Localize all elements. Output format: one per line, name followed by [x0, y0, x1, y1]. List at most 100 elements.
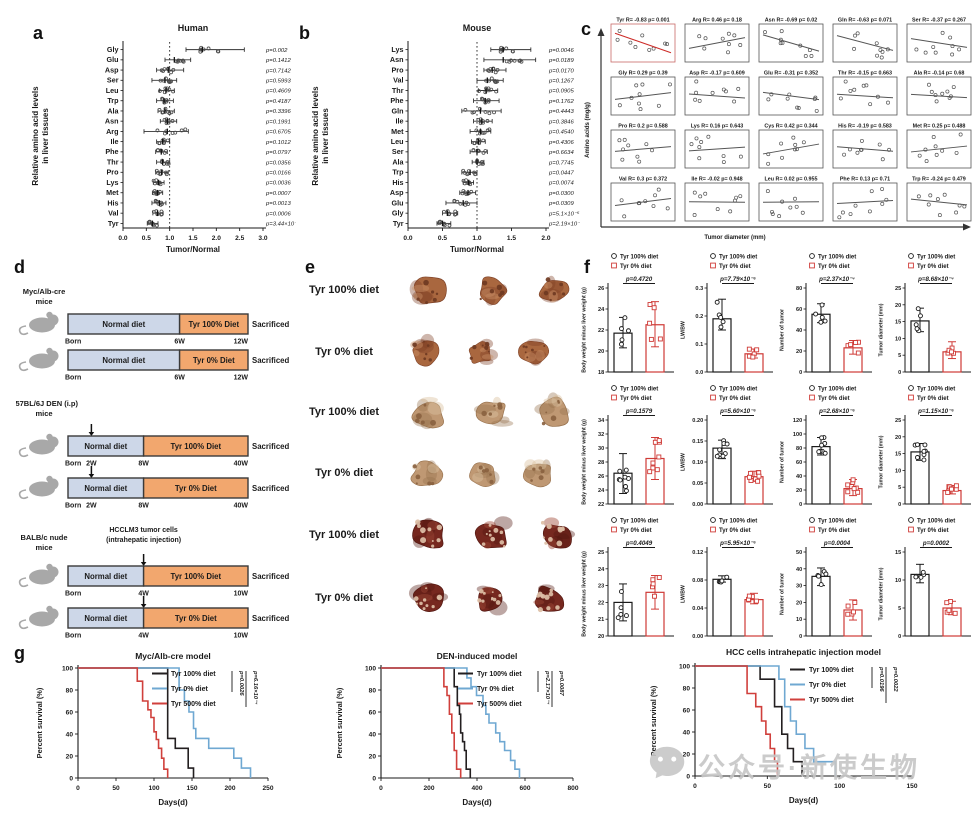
correlation-header: Trp R= -0.24 p= 0.479	[912, 177, 966, 183]
correlation-header: Met R= 0.25 p= 0.488	[913, 124, 966, 130]
p-value: p=0.002	[265, 48, 288, 54]
correlation-header: Leu R= 0.02 p= 0.955	[764, 177, 817, 183]
legend-label: Tyr 100% diet	[719, 519, 757, 525]
bar	[712, 578, 732, 637]
legend-square-marker	[611, 526, 617, 533]
p-value: p=6.16×10⁻⁴	[252, 670, 258, 705]
svg-text:34: 34	[598, 418, 605, 424]
bar-chart: Tyr 100% diet Tyr 0% diet p=0.0004 0 10 20 30 4…	[780, 517, 872, 640]
p-value: p=0.0905	[548, 89, 574, 95]
svg-text:30: 30	[796, 584, 802, 590]
bar-chart: Tyr 100% diet Tyr 0% diet p=0.0002 0 5 10 15 Tu…	[879, 517, 971, 640]
legend-label: Tyr 0% diet	[818, 264, 850, 270]
survival-chart-den-induced: DEN-induced model 0 20 40 60 80 100 0 200 400 600 8…	[335, 651, 579, 807]
legend-circle-marker	[809, 517, 815, 523]
svg-text:80: 80	[66, 687, 74, 694]
svg-text:0.0: 0.0	[118, 235, 127, 242]
survival-curve-blue	[695, 665, 837, 776]
injection-annotation: HCCLM3 tumor cells	[109, 527, 178, 534]
amino-acid-tumor-correlation-grid: Tyr R= -0.83 p= 0.001 Arg R= 0.46 p= 0.18…	[585, 18, 972, 241]
amino-acid-label: Ser	[392, 147, 404, 156]
y-axis-label: LW/BW	[681, 321, 687, 339]
svg-text:20: 20	[796, 600, 802, 606]
amino-acid-label: Ser	[107, 76, 119, 85]
p-value: p=3.44×10⁻⁶	[265, 221, 296, 228]
legend-label: Tyr 100% diet	[917, 387, 955, 393]
plot-title: HCC cells intrahepatic injection model	[726, 647, 881, 657]
legend-label: Tyr 0% diet	[719, 528, 751, 534]
svg-text:2.0: 2.0	[212, 235, 221, 242]
diet-segment-label: Normal diet	[102, 320, 145, 329]
p-value: p=0.0013	[265, 201, 291, 207]
amino-acid-label: Met	[391, 127, 404, 136]
svg-text:800: 800	[567, 785, 578, 792]
diet-label: Tyr 100% diet	[308, 406, 380, 418]
legend-label: Tyr 0% diet	[719, 396, 751, 402]
svg-text:0.05: 0.05	[692, 481, 703, 487]
p-value: p=0.0447	[548, 170, 574, 176]
p-value: p=5.60×10⁻⁶	[719, 408, 756, 415]
svg-text:20: 20	[598, 634, 604, 640]
legend-label: Tyr 0% diet	[818, 396, 850, 402]
p-value: p=0.4540	[548, 130, 574, 136]
legend-circle-marker	[809, 385, 815, 391]
svg-text:21: 21	[598, 617, 604, 623]
svg-text:20: 20	[66, 753, 74, 760]
svg-text:0.00: 0.00	[692, 502, 703, 508]
svg-text:100: 100	[62, 665, 73, 672]
amino-acid-label: Met	[106, 188, 119, 197]
liver-photo	[476, 585, 508, 616]
svg-text:120: 120	[793, 418, 802, 424]
p-value: p=0.4609	[265, 89, 291, 95]
svg-text:26: 26	[598, 474, 604, 480]
y-axis-label: in liver tissues	[41, 108, 50, 164]
svg-text:40: 40	[683, 729, 691, 736]
svg-text:400: 400	[471, 785, 482, 792]
y-axis-label: Body weight minus liver weight (g)	[582, 551, 588, 637]
amino-acid-label: Asp	[390, 188, 404, 197]
liver-photo	[409, 276, 447, 305]
y-axis-label: LW/BW	[681, 585, 687, 603]
svg-text:0: 0	[898, 370, 901, 376]
svg-text:25: 25	[895, 418, 901, 424]
timeline-tick: 4W	[138, 591, 149, 598]
svg-text:200: 200	[423, 785, 434, 792]
p-value: p=2.68×10⁻⁶	[818, 408, 855, 415]
diet-segment-label: Tyr 0% Diet	[175, 484, 217, 493]
trend-line	[614, 197, 672, 207]
svg-text:25: 25	[598, 550, 604, 556]
trend-line	[910, 38, 968, 48]
y-axis-label: Number of tumor	[780, 441, 786, 483]
sacrificed-label: Sacrificed	[252, 442, 290, 451]
legend-circle-marker	[710, 253, 716, 259]
svg-text:80: 80	[369, 687, 377, 694]
survival-chart-hcc-injection: HCC cells intrahepatic injection model 0 2…	[649, 647, 918, 805]
plot-title: DEN-induced model	[437, 651, 518, 661]
legend-label: Tyr 0% diet	[620, 528, 652, 534]
liver-photo	[518, 338, 550, 366]
legend-label: Tyr 500% diet	[809, 697, 854, 704]
svg-text:20: 20	[598, 349, 604, 355]
svg-text:0.5: 0.5	[142, 235, 151, 242]
svg-text:100: 100	[365, 665, 376, 672]
svg-text:15: 15	[895, 452, 901, 458]
diet-segment-label: Normal diet	[84, 614, 127, 623]
diet-segment	[142, 565, 249, 587]
p-value: p=5.1×10⁻⁵	[548, 210, 580, 217]
bar-chart: Tyr 100% diet Tyr 0% diet p=5.95×10⁻⁶ 0.00 0…	[681, 517, 773, 640]
svg-text:1.0: 1.0	[165, 235, 174, 242]
svg-text:20: 20	[895, 303, 901, 309]
trend-line	[762, 91, 820, 101]
legend-label: Tyr 0% diet	[477, 686, 514, 693]
legend-square-marker	[611, 262, 617, 269]
timeline-tick: 12W	[234, 375, 249, 382]
p-value: p=0.0022	[892, 666, 898, 692]
amino-acid-label: Pro	[107, 168, 120, 177]
mouse-icon	[18, 433, 59, 458]
legend-label: Tyr 0% diet	[620, 396, 652, 402]
p-value: p=5.95×10⁻⁶	[719, 540, 756, 547]
legend-square-marker	[809, 262, 815, 269]
y-axis-label: Body weight minus liver weight (g)	[582, 287, 588, 373]
trend-line	[910, 145, 968, 153]
svg-text:0: 0	[379, 785, 383, 792]
